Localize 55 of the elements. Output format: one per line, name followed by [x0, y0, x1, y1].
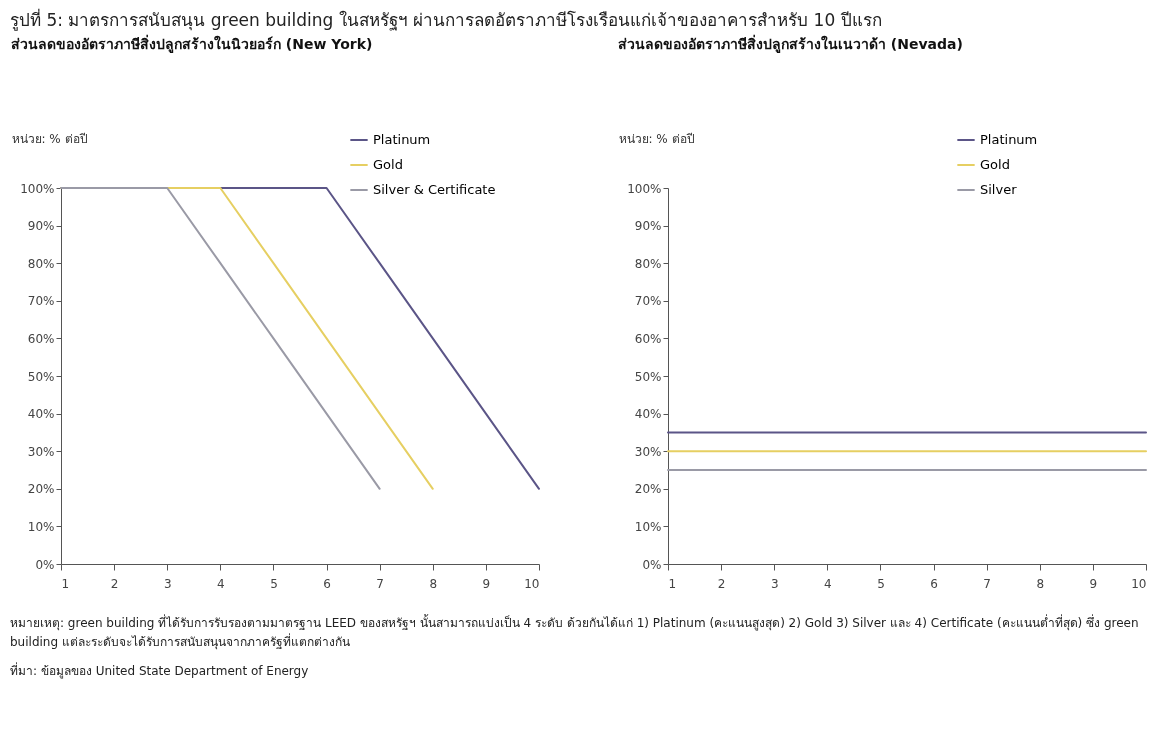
x-tick-label: 3 [770, 576, 779, 591]
y-tick-label: 20% [634, 482, 662, 497]
y-tick-label: 40% [27, 407, 55, 422]
y-axis-title: หน่วย: % ต่อปี [11, 131, 88, 146]
legend-label: Gold [373, 157, 403, 172]
x-tick-label: 4 [824, 576, 832, 591]
x-tick-label: 8 [1036, 576, 1045, 591]
x-tick-label: 10 [524, 576, 540, 591]
y-axis-title: หน่วย: % ต่อปี [618, 131, 695, 146]
x-tick-label: 2 [110, 576, 119, 591]
y-tick-label: 100% [627, 181, 662, 196]
x-tick-label: 7 [983, 576, 991, 591]
legend-label: Silver & Certificate [373, 182, 496, 197]
y-tick-label: 80% [27, 256, 55, 271]
x-tick-label: 3 [163, 576, 172, 591]
y-tick-label: 0% [642, 557, 662, 572]
x-tick-label: 5 [877, 576, 885, 591]
text: รูปที่ 5: มาตรการสนับสนุน green building ในสหรัฐฯ ผ่านการลดอัตราภาษีโรงเรือนแก่เจ้าของอาคารสำหรับ 10 ปีแรก [10, 7, 883, 33]
y-tick-label: 60% [27, 331, 55, 346]
y-tick-label: 70% [27, 294, 55, 309]
legend-label: Silver [980, 182, 1018, 197]
legend-label: Platinum [980, 132, 1038, 147]
y-tick-label: 60% [634, 331, 662, 346]
chart-title: ส่วนลดของอัตราภาษีสิ่งปลูกสร้างในเนวาด้า (Nevada) [618, 34, 963, 53]
legend-label: Gold [980, 157, 1010, 172]
x-tick-label: 6 [323, 576, 331, 591]
x-tick-label: 1 [61, 576, 70, 591]
x-tick-label: 1 [668, 576, 677, 591]
y-tick-label: 90% [27, 219, 55, 234]
y-tick-label: 80% [634, 256, 662, 271]
x-tick-label: 5 [270, 576, 278, 591]
chart-title: ส่วนลดของอัตราภาษีสิ่งปลูกสร้างในนิวยอร์ก (New York) [11, 34, 373, 53]
y-tick-label: 50% [634, 369, 662, 384]
y-tick-label: 10% [634, 519, 662, 534]
text: ที่มา: ข้อมูลของ United State Department of Energy [10, 662, 310, 681]
text: หมายเหตุ: green building ที่ได้รับการรับรองตามมาตรฐาน LEED ของสหรัฐฯ นั้นสามารถแบ่งเป็น 4 ระดับ ด้วยกันได้แก่ 1) Platinum (คะแนนสูงสุด) 2) Gold 3) Silver และ 4) Certificate (คะแนนต่ำที่สุด) ซึ่ง green building แต่ละระดับจะได้รับการสนับสนุนจากภาครัฐที่แตกต่างกัน [10, 614, 1140, 652]
y-tick-label: 40% [634, 407, 662, 422]
x-tick-label: 9 [482, 576, 491, 591]
x-tick-label: 6 [930, 576, 938, 591]
x-tick-label: 4 [217, 576, 225, 591]
y-tick-label: 10% [27, 519, 55, 534]
x-tick-label: 7 [376, 576, 384, 591]
x-tick-label: 9 [1089, 576, 1098, 591]
y-tick-label: 0% [35, 557, 55, 572]
y-tick-label: 90% [634, 219, 662, 234]
y-tick-label: 50% [27, 369, 55, 384]
y-tick-label: 100% [20, 181, 55, 196]
y-tick-label: 30% [27, 444, 55, 459]
y-tick-label: 20% [27, 482, 55, 497]
y-tick-label: 30% [634, 444, 662, 459]
legend-label: Platinum [373, 132, 431, 147]
y-tick-label: 70% [634, 294, 662, 309]
x-tick-label: 8 [429, 576, 438, 591]
x-tick-label: 10 [1131, 576, 1147, 591]
x-tick-label: 2 [717, 576, 726, 591]
